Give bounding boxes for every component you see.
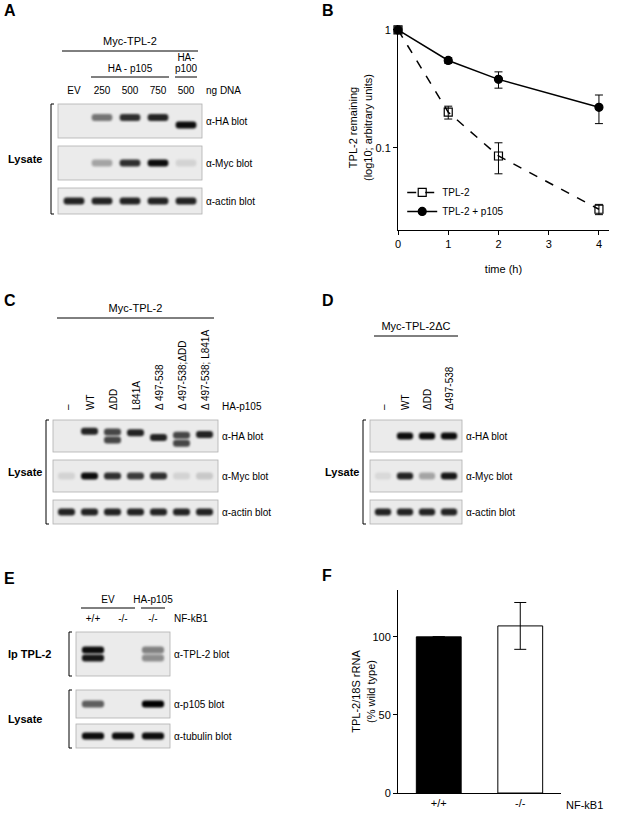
svg-text:α-HA blot: α-HA blot <box>222 431 264 442</box>
svg-text:–: – <box>62 404 73 410</box>
svg-text:EV: EV <box>101 594 115 605</box>
svg-text:D: D <box>322 292 334 309</box>
svg-text:3: 3 <box>546 238 552 250</box>
html-text:B: B <box>322 2 334 19</box>
svg-text:0: 0 <box>385 787 391 799</box>
svg-text:α-HA blot: α-HA blot <box>206 116 248 127</box>
svg-text:Δ497-538: Δ497-538 <box>444 366 455 410</box>
svg-text:250: 250 <box>94 85 111 96</box>
svg-text:500: 500 <box>178 85 195 96</box>
svg-text:EV: EV <box>67 85 81 96</box>
svg-text:α-actin blot: α-actin blot <box>206 196 255 207</box>
svg-text:WT: WT <box>400 394 411 410</box>
svg-text:Ip TPL-2: Ip TPL-2 <box>8 648 51 660</box>
svg-text:TPL-2/18S rRNA(% wild type): TPL-2/18S rRNA(% wild type) <box>350 650 376 733</box>
svg-text:TPL-2 remaining(log10; arbitra: TPL-2 remaining(log10; arbitrary units) <box>347 74 373 181</box>
svg-text:HA - p105: HA - p105 <box>108 63 153 74</box>
svg-text:p100: p100 <box>175 63 198 74</box>
svg-text:α-p105 blot: α-p105 blot <box>174 699 224 710</box>
svg-text:-/-: -/- <box>118 613 127 624</box>
html-text:F: F <box>322 567 332 584</box>
svg-text:50: 50 <box>379 709 391 721</box>
svg-text:+/+: +/+ <box>86 613 101 624</box>
svg-text:100: 100 <box>372 631 390 643</box>
svg-text:TPL-2: TPL-2 <box>442 187 470 198</box>
svg-text:ΔDD: ΔDD <box>108 389 119 410</box>
svg-text:Myc-TPL-2ΔC: Myc-TPL-2ΔC <box>381 320 450 332</box>
svg-text:1: 1 <box>445 238 451 250</box>
svg-text:α-Myc blot: α-Myc blot <box>222 471 269 482</box>
svg-text:750: 750 <box>150 85 167 96</box>
svg-text:HA-p105: HA-p105 <box>222 401 262 412</box>
svg-text:Δ 497-538; L841A: Δ 497-538; L841A <box>200 330 211 410</box>
svg-text:+/+: +/+ <box>431 797 447 809</box>
svg-text:HA-p105: HA-p105 <box>133 594 173 605</box>
svg-text:α-Myc blot: α-Myc blot <box>206 158 253 169</box>
svg-text:Lysate: Lysate <box>325 466 359 478</box>
svg-text:Lysate: Lysate <box>8 466 42 478</box>
svg-text:E: E <box>4 570 15 587</box>
svg-text:L841A: L841A <box>131 381 142 410</box>
svg-text:α-HA blot: α-HA blot <box>466 431 508 442</box>
svg-text:A: A <box>4 2 16 19</box>
svg-text:Lysate: Lysate <box>8 153 42 165</box>
svg-text:NF-kB1: NF-kB1 <box>174 613 208 624</box>
svg-text:-/-: -/- <box>148 613 157 624</box>
svg-text:HA-: HA- <box>177 52 194 63</box>
svg-text:α-tubulin blot: α-tubulin blot <box>174 731 232 742</box>
svg-text:TPL-2 + p105: TPL-2 + p105 <box>442 206 503 217</box>
svg-text:Δ 497-538;ΔDD: Δ 497-538;ΔDD <box>177 340 188 410</box>
svg-text:α-actin blot: α-actin blot <box>222 507 271 518</box>
svg-text:Δ 497-538: Δ 497-538 <box>154 364 165 410</box>
svg-text:WT: WT <box>85 394 96 410</box>
svg-text:α-TPL-2 blot: α-TPL-2 blot <box>174 649 229 660</box>
svg-text:0: 0 <box>395 238 401 250</box>
svg-text:-/-: -/- <box>515 797 526 809</box>
svg-text:C: C <box>4 292 16 309</box>
svg-text:time (h): time (h) <box>485 263 522 275</box>
svg-text:NF-kB1: NF-kB1 <box>566 799 603 811</box>
svg-text:Myc-TPL-2: Myc-TPL-2 <box>109 302 163 314</box>
svg-text:1: 1 <box>385 24 391 36</box>
svg-text:α-actin blot: α-actin blot <box>466 507 515 518</box>
svg-text:ΔDD: ΔDD <box>422 389 433 410</box>
svg-text:Myc-TPL-2: Myc-TPL-2 <box>103 35 157 47</box>
svg-text:0.1: 0.1 <box>376 142 391 154</box>
svg-text:–: – <box>378 404 389 410</box>
svg-text:α-Myc blot: α-Myc blot <box>466 471 513 482</box>
svg-text:ng DNA: ng DNA <box>206 85 241 96</box>
svg-text:500: 500 <box>122 85 139 96</box>
svg-text:2: 2 <box>495 238 501 250</box>
svg-text:4: 4 <box>596 238 602 250</box>
svg-text:Lysate: Lysate <box>8 713 42 725</box>
